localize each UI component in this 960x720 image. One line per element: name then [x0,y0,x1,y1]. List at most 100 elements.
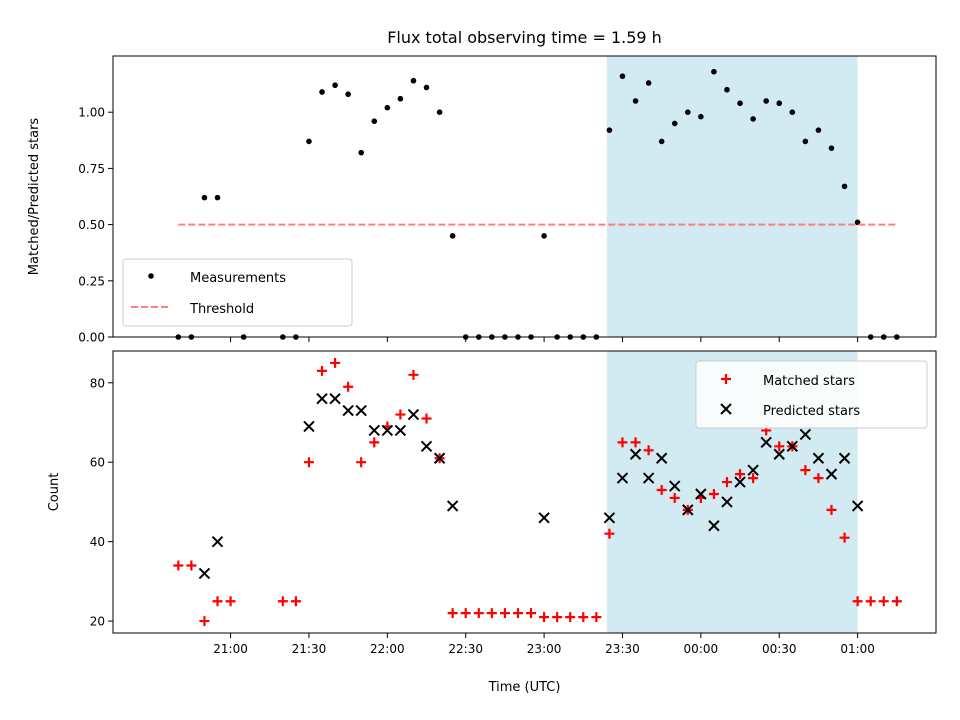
predicted-star-point [642,472,655,484]
predicted-star-point [760,436,772,449]
measurement-point [358,149,365,156]
predicted-star-point [812,452,825,464]
matched-star-point [721,477,732,488]
legend-label-matched: Matched stars [763,374,855,389]
predicted-star-point [682,504,694,516]
y-tick-label: 0.25 [78,274,105,288]
predicted-star-point [407,408,420,421]
matched-star-point [395,409,406,420]
matched-star-point [774,441,785,452]
matched-star-point [473,608,484,619]
predicted-star-point [329,392,341,405]
measurement-point [371,118,378,124]
matched-star-point [643,445,654,456]
matched-star-point [173,560,184,571]
y-tick-label: 0.75 [78,162,105,176]
legend-label-measurements: Measurements [190,271,286,286]
matched-star-point [708,488,719,499]
matched-star-point [212,596,223,607]
measurement-point [802,138,809,145]
matched-star-point [539,612,550,623]
predicted-star-point [669,480,681,492]
bottom-x-ticks: 21:00 21:30 22:00 22:30 23:00 23:30 00:00 00:30… [213,633,875,656]
predicted-star-point [603,512,616,524]
legend-box [122,258,353,327]
measurement-point [410,77,417,84]
top-observing-window-shade [606,56,858,337]
measurement-point [724,86,730,93]
predicted-star-point [734,476,746,488]
measurement-point [306,138,312,145]
predicted-star-point [851,500,864,512]
matched-star-point [565,612,576,623]
measurement-point [332,82,338,89]
measurement-point [319,89,325,95]
matched-star-point [512,608,523,619]
y-tick-label: 1.00 [78,106,105,120]
matched-star-point [891,596,902,607]
top-legend: Measurements Threshold [122,258,353,327]
predicted-star-point [786,440,799,453]
matched-star-point [591,612,602,623]
predicted-star-point [342,404,354,417]
matched-star-point [578,612,589,623]
predicted-star-point [747,464,759,476]
measurement-point [619,73,626,80]
measurement-point [684,109,691,115]
matched-star-point [617,437,628,448]
top-panel: 0.00 0.25 0.50 0.75 1.00 Matched/Predicted s… [27,55,937,345]
measurement-point [658,138,665,145]
predicted-star-point [316,392,328,405]
matched-star-point [343,381,354,392]
measurement-point [841,183,848,190]
measurement-point [698,113,704,120]
matched-star-point [356,457,367,468]
predicted-star-point [303,420,315,433]
matched-star-point [290,596,301,607]
matched-star-point [839,532,850,543]
matched-star-point [800,465,811,476]
measurement-point [345,91,351,98]
x-axis-label: Time (UTC) [488,680,561,695]
bottom-y-axis-label: Count [47,473,62,512]
top-axes-frame [112,55,937,338]
y-tick-label: 60 [90,456,105,470]
x-tick-label: 23:00 [527,642,562,656]
y-tick-label: 0.50 [78,218,105,232]
matched-star-point [604,528,615,539]
measurement-point [541,233,547,239]
predicted-star-point [355,404,367,417]
matched-star-point [225,596,236,607]
predicted-star-point [708,520,720,532]
top-y-ticks: 0.00 0.25 0.50 0.75 1.00 [78,106,113,345]
predicted-star-point [420,440,433,453]
measurement-point [436,109,443,115]
bottom-y-ticks: 20 40 60 80 [90,376,113,629]
measurement-point [384,104,391,111]
y-tick-label: 20 [90,615,105,629]
predicted-star-point [655,452,668,464]
predicted-star-point [721,496,733,508]
bottom-marks [173,357,902,627]
x-tick-label: 21:00 [213,642,248,656]
legend-marker-predicted [720,403,732,415]
matched-star-point [369,437,380,448]
measurement-point [397,95,404,102]
measurement-point [763,98,769,104]
measurement-point [214,194,221,201]
matched-star-point [656,485,667,496]
matched-star-point [526,608,537,619]
matched-star-point [865,596,876,607]
predicted-star-point [773,448,785,460]
measurement-point [423,84,430,91]
predicted-star-point [538,512,550,524]
matched-star-point [669,492,680,503]
measurement-point [737,100,743,107]
measurement-point [750,116,756,122]
predicted-star-point [446,500,459,512]
matched-star-point [317,365,328,376]
predicted-star-point [838,452,851,464]
predicted-star-point [198,567,211,580]
matched-star-point [878,596,889,607]
